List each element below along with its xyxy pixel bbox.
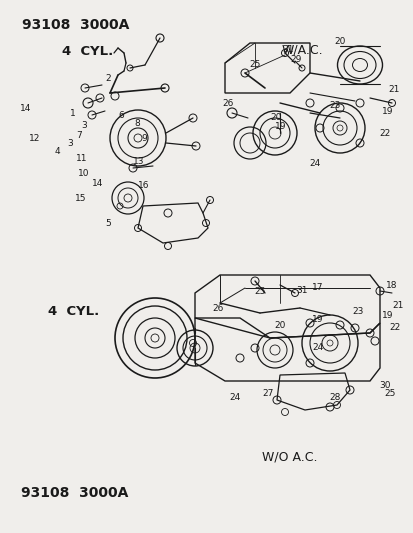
Text: 29: 29 bbox=[290, 54, 301, 63]
Text: 8: 8 bbox=[134, 118, 140, 127]
Text: 4  CYL.: 4 CYL. bbox=[62, 45, 113, 58]
Text: 7: 7 bbox=[76, 131, 82, 140]
Text: 17: 17 bbox=[311, 282, 323, 292]
Text: 23: 23 bbox=[328, 101, 340, 109]
Text: 93108  3000A: 93108 3000A bbox=[21, 486, 128, 500]
Text: 20: 20 bbox=[274, 320, 285, 329]
Text: 24: 24 bbox=[312, 343, 323, 352]
Text: 27: 27 bbox=[262, 389, 273, 398]
Text: 9: 9 bbox=[141, 133, 147, 142]
Text: W/A.C.: W/A.C. bbox=[280, 43, 322, 56]
Text: 11: 11 bbox=[76, 154, 88, 163]
Text: 3: 3 bbox=[81, 120, 87, 130]
Text: 19: 19 bbox=[311, 316, 323, 325]
Text: 15: 15 bbox=[75, 193, 87, 203]
Text: 25: 25 bbox=[383, 389, 395, 398]
Text: 14: 14 bbox=[92, 179, 103, 188]
Text: 12: 12 bbox=[29, 133, 40, 142]
Text: 1: 1 bbox=[70, 109, 76, 117]
Text: 2: 2 bbox=[105, 74, 111, 83]
Text: 19: 19 bbox=[275, 122, 286, 131]
Text: 13: 13 bbox=[133, 157, 145, 166]
Text: 10: 10 bbox=[78, 168, 90, 177]
Text: 20: 20 bbox=[270, 112, 281, 122]
Text: 3: 3 bbox=[67, 139, 73, 148]
Text: 24: 24 bbox=[229, 393, 240, 402]
Text: 22: 22 bbox=[389, 324, 400, 333]
Text: 4: 4 bbox=[54, 147, 59, 156]
Text: 14: 14 bbox=[20, 103, 32, 112]
Text: 26: 26 bbox=[222, 99, 233, 108]
Text: 31: 31 bbox=[296, 286, 307, 295]
Text: 26: 26 bbox=[212, 303, 223, 312]
Text: 21: 21 bbox=[392, 301, 403, 310]
Text: 5: 5 bbox=[105, 219, 111, 228]
Text: 30: 30 bbox=[378, 381, 390, 390]
Text: 19: 19 bbox=[381, 311, 393, 319]
Text: 28: 28 bbox=[328, 393, 340, 402]
Text: 93108  3000A: 93108 3000A bbox=[22, 18, 129, 32]
Text: 20: 20 bbox=[334, 36, 345, 45]
Text: 21: 21 bbox=[387, 85, 399, 93]
Text: 25: 25 bbox=[249, 60, 260, 69]
Text: 23: 23 bbox=[351, 306, 363, 316]
Text: 18: 18 bbox=[385, 280, 397, 289]
Text: 25: 25 bbox=[254, 287, 265, 295]
Text: 4  CYL.: 4 CYL. bbox=[48, 305, 100, 318]
Text: 6: 6 bbox=[118, 110, 123, 119]
Text: W/O A.C.: W/O A.C. bbox=[261, 451, 317, 464]
Text: 22: 22 bbox=[378, 128, 390, 138]
Text: 31: 31 bbox=[282, 44, 293, 53]
Text: 24: 24 bbox=[309, 158, 320, 167]
Text: 16: 16 bbox=[138, 181, 150, 190]
Text: 19: 19 bbox=[381, 107, 393, 116]
